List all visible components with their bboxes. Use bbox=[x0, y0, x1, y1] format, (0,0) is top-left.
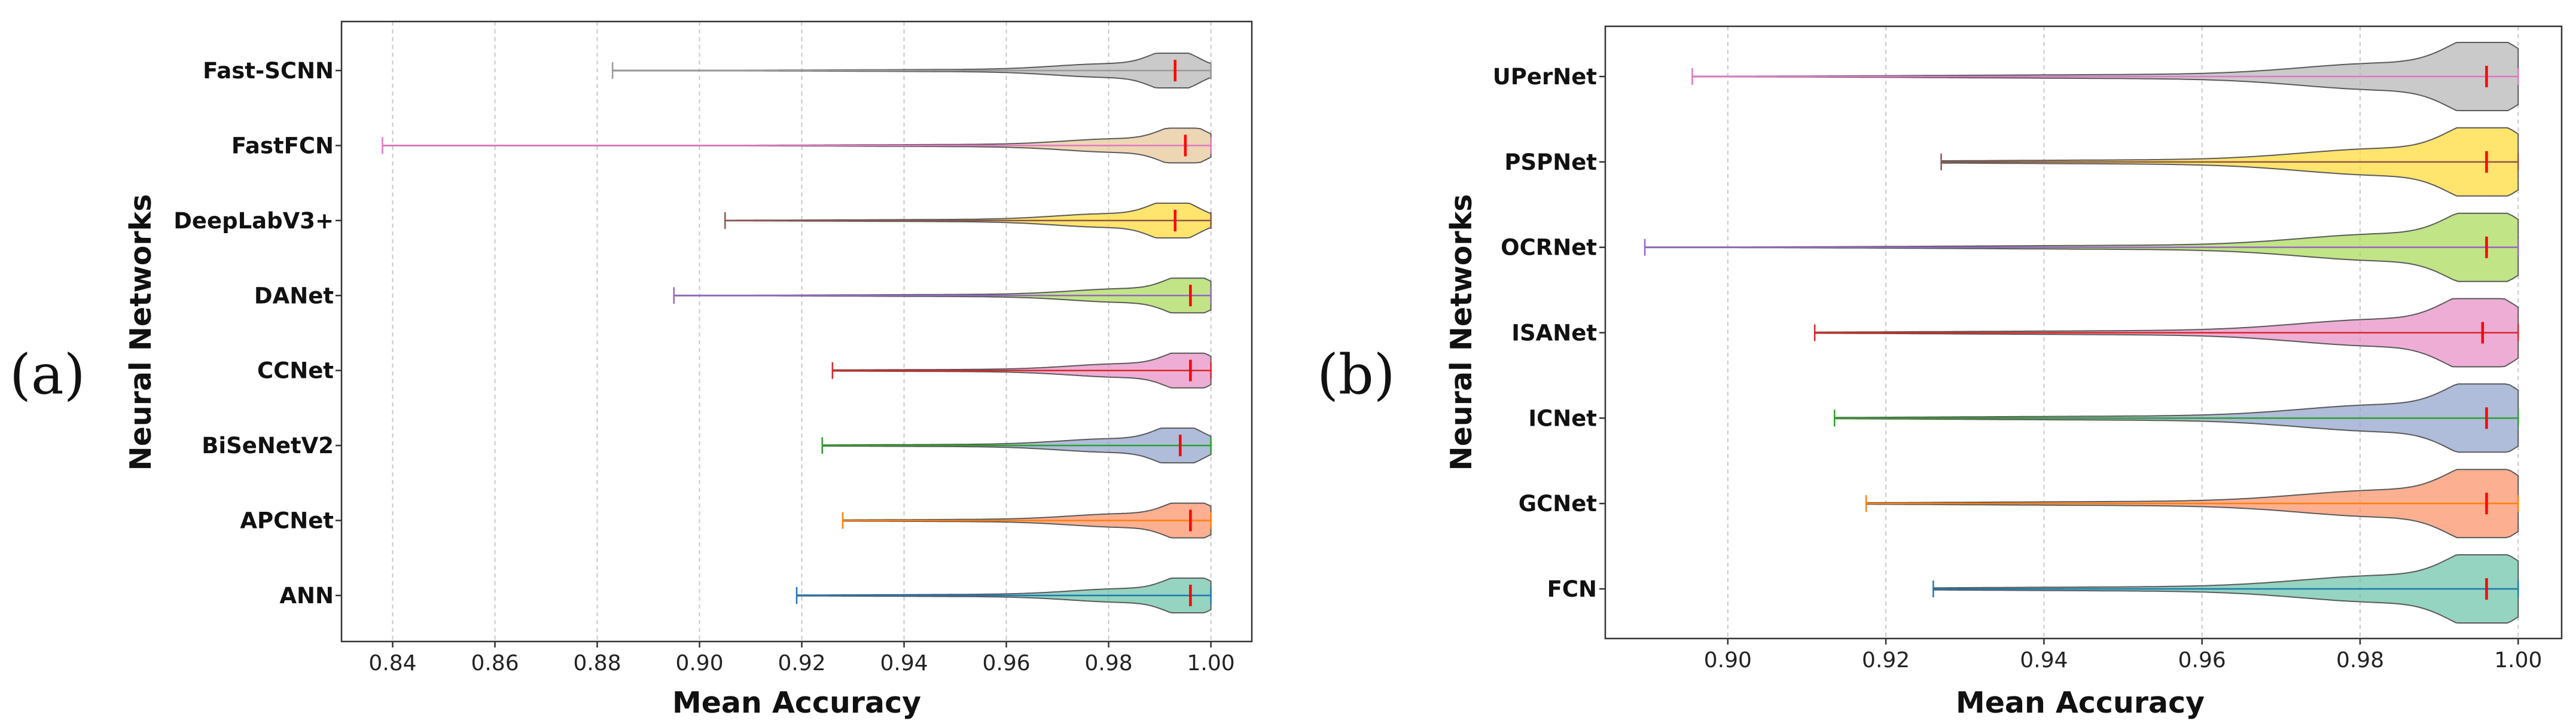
panel-a-x-axis-title: Mean Accuracy bbox=[672, 686, 921, 720]
y-tick-label: FCN bbox=[1547, 576, 1597, 602]
violin-icnet: ICNet bbox=[1528, 383, 2519, 453]
x-tick-label: 0.90 bbox=[1704, 648, 1752, 673]
y-tick-label: OCRNet bbox=[1501, 235, 1597, 261]
y-tick-label: DeepLabV3+ bbox=[173, 208, 334, 234]
violin-danet: DANet bbox=[254, 277, 1212, 314]
violin-pspnet: PSPNet bbox=[1504, 127, 2519, 197]
y-tick-label: APCNet bbox=[240, 508, 334, 534]
panel-b-x-axis-title: Mean Accuracy bbox=[1956, 686, 2205, 720]
y-tick-label: ICNet bbox=[1528, 405, 1597, 431]
violin-isanet: ISANet bbox=[1511, 298, 2519, 368]
violin-ann: ANN bbox=[279, 578, 1212, 613]
x-tick-label: 1.00 bbox=[2494, 648, 2542, 673]
x-tick-label: 0.98 bbox=[1085, 651, 1133, 676]
x-tick-label: 0.92 bbox=[778, 651, 825, 676]
y-tick-label: PSPNet bbox=[1504, 149, 1597, 175]
violin-fcn: FCN bbox=[1547, 554, 2519, 624]
y-tick-label: UPerNet bbox=[1493, 64, 1597, 90]
violin-ccnet: CCNet bbox=[257, 352, 1212, 389]
y-tick-label: BiSeNetV2 bbox=[202, 433, 334, 459]
violin-bisenetv2: BiSeNetV2 bbox=[202, 427, 1212, 464]
violin-gcnet: GCNet bbox=[1519, 469, 2519, 539]
y-tick-label: GCNet bbox=[1519, 491, 1597, 517]
x-tick-label: 0.86 bbox=[471, 651, 519, 676]
x-tick-label: 0.84 bbox=[368, 651, 416, 676]
x-tick-label: 0.92 bbox=[1862, 648, 1910, 673]
panel-a: (a) Mean Accuracy Neural Networks 0.84 0.… bbox=[10, 20, 1253, 720]
panel-a-label: (a) bbox=[10, 343, 86, 407]
panel-b-y-axis-title: Neural Networks bbox=[1444, 194, 1478, 471]
x-tick-label: 0.96 bbox=[2178, 648, 2226, 673]
y-tick-label: DANet bbox=[254, 283, 334, 308]
violin-ocrnet: OCRNet bbox=[1501, 212, 2519, 282]
panel-a-y-axis-title: Neural Networks bbox=[124, 194, 158, 471]
violin-fastfcn: FastFCN bbox=[231, 127, 1212, 164]
violin-deeplabv3-: DeepLabV3+ bbox=[173, 202, 1212, 239]
violin-fast-scnn: Fast-SCNN bbox=[203, 53, 1212, 88]
y-tick-label: ANN bbox=[279, 583, 334, 609]
y-tick-label: ISANet bbox=[1511, 320, 1597, 346]
y-tick-label: FastFCN bbox=[231, 133, 334, 158]
x-tick-label: 1.00 bbox=[1187, 651, 1235, 676]
x-tick-label: 0.98 bbox=[2336, 648, 2384, 673]
y-tick-label: Fast-SCNN bbox=[203, 58, 334, 84]
violin-apcnet: APCNet bbox=[240, 502, 1212, 539]
plot-frame bbox=[340, 20, 1253, 643]
violin-upernet: UPerNet bbox=[1493, 42, 2519, 111]
panel-b: (b) Mean Accuracy Neural Networks 0.90 0.… bbox=[1317, 25, 2563, 720]
panel-b-label: (b) bbox=[1317, 343, 1395, 407]
x-tick-label: 0.96 bbox=[982, 651, 1030, 676]
x-tick-label: 0.94 bbox=[2020, 648, 2068, 673]
x-tick-label: 0.88 bbox=[573, 651, 621, 676]
x-tick-label: 0.94 bbox=[880, 651, 928, 676]
y-tick-label: CCNet bbox=[257, 358, 334, 384]
x-tick-label: 0.90 bbox=[675, 651, 723, 676]
